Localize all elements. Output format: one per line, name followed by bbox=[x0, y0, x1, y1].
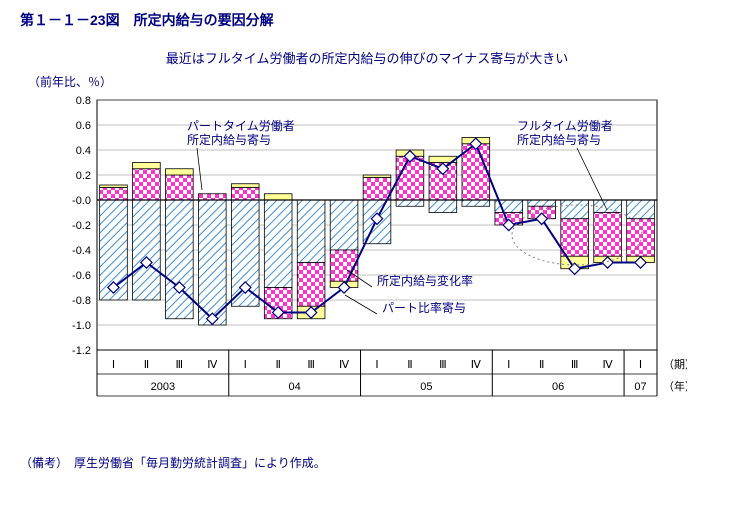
svg-text:2003: 2003 bbox=[151, 381, 175, 393]
svg-text:-0.8: -0.8 bbox=[72, 295, 91, 307]
svg-text:（期）: （期） bbox=[663, 358, 687, 371]
svg-text:-1.0: -1.0 bbox=[72, 320, 91, 332]
svg-text:Ⅲ: Ⅲ bbox=[571, 359, 579, 371]
svg-text:0.4: 0.4 bbox=[76, 145, 91, 157]
svg-text:パートタイム労働者: パートタイム労働者 bbox=[187, 119, 295, 133]
svg-text:Ⅱ: Ⅱ bbox=[407, 359, 412, 371]
svg-text:-0.4: -0.4 bbox=[72, 245, 91, 257]
svg-text:06: 06 bbox=[552, 381, 564, 393]
y-axis-label: （前年比、％） bbox=[28, 73, 714, 90]
svg-text:Ⅳ: Ⅳ bbox=[603, 359, 614, 371]
svg-text:Ⅳ: Ⅳ bbox=[471, 359, 482, 371]
svg-text:Ⅰ: Ⅰ bbox=[507, 359, 510, 371]
svg-text:所定内給与寄与: 所定内給与寄与 bbox=[517, 132, 601, 147]
svg-text:Ⅰ: Ⅰ bbox=[639, 359, 642, 371]
svg-text:（年）: （年） bbox=[663, 379, 687, 393]
svg-text:-1.2: -1.2 bbox=[72, 345, 91, 357]
svg-text:-0.0: -0.0 bbox=[72, 195, 91, 207]
svg-text:Ⅳ: Ⅳ bbox=[207, 359, 218, 371]
svg-text:所定内給与変化率: 所定内給与変化率 bbox=[377, 273, 473, 288]
svg-text:パート比率寄与: パート比率寄与 bbox=[382, 300, 466, 315]
svg-text:04: 04 bbox=[289, 381, 301, 393]
svg-text:-0.2: -0.2 bbox=[72, 220, 91, 232]
svg-text:0.2: 0.2 bbox=[76, 170, 91, 182]
svg-text:所定内給与寄与: 所定内給与寄与 bbox=[187, 132, 271, 147]
svg-text:Ⅲ: Ⅲ bbox=[176, 359, 184, 371]
svg-text:Ⅲ: Ⅲ bbox=[439, 359, 447, 371]
svg-text:Ⅱ: Ⅱ bbox=[275, 359, 280, 371]
svg-text:フルタイム労働者: フルタイム労働者 bbox=[517, 119, 613, 133]
chart-container: -1.2 -1.0 -0.8 -0.6 -0.4 -0.2 -0.0 0.2 0.4 0.6 0.8… bbox=[47, 90, 687, 440]
svg-text:0.8: 0.8 bbox=[76, 95, 91, 107]
svg-text:-0.6: -0.6 bbox=[72, 270, 91, 282]
svg-text:Ⅱ: Ⅱ bbox=[144, 359, 149, 371]
svg-text:05: 05 bbox=[420, 381, 432, 393]
figure-subtitle: 最近はフルタイム労働者の所定内給与の伸びのマイナス寄与が大きい bbox=[20, 48, 714, 67]
svg-text:Ⅳ: Ⅳ bbox=[339, 359, 350, 371]
svg-text:Ⅱ: Ⅱ bbox=[539, 359, 544, 371]
chart-svg: -1.2 -1.0 -0.8 -0.6 -0.4 -0.2 -0.0 0.2 0.4 0.6 0.8… bbox=[47, 90, 687, 440]
svg-text:Ⅲ: Ⅲ bbox=[307, 359, 315, 371]
footnote: （備考） 厚生労働省「毎月勤労統計調査」により作成。 bbox=[20, 454, 714, 471]
svg-text:Ⅰ: Ⅰ bbox=[244, 359, 247, 371]
figure-title: 第１－１－23図 所定内給与の要因分解 bbox=[20, 10, 714, 30]
svg-text:0.6: 0.6 bbox=[76, 120, 91, 132]
svg-text:07: 07 bbox=[634, 381, 646, 393]
svg-text:Ⅰ: Ⅰ bbox=[112, 359, 115, 371]
svg-text:Ⅰ: Ⅰ bbox=[375, 359, 378, 371]
